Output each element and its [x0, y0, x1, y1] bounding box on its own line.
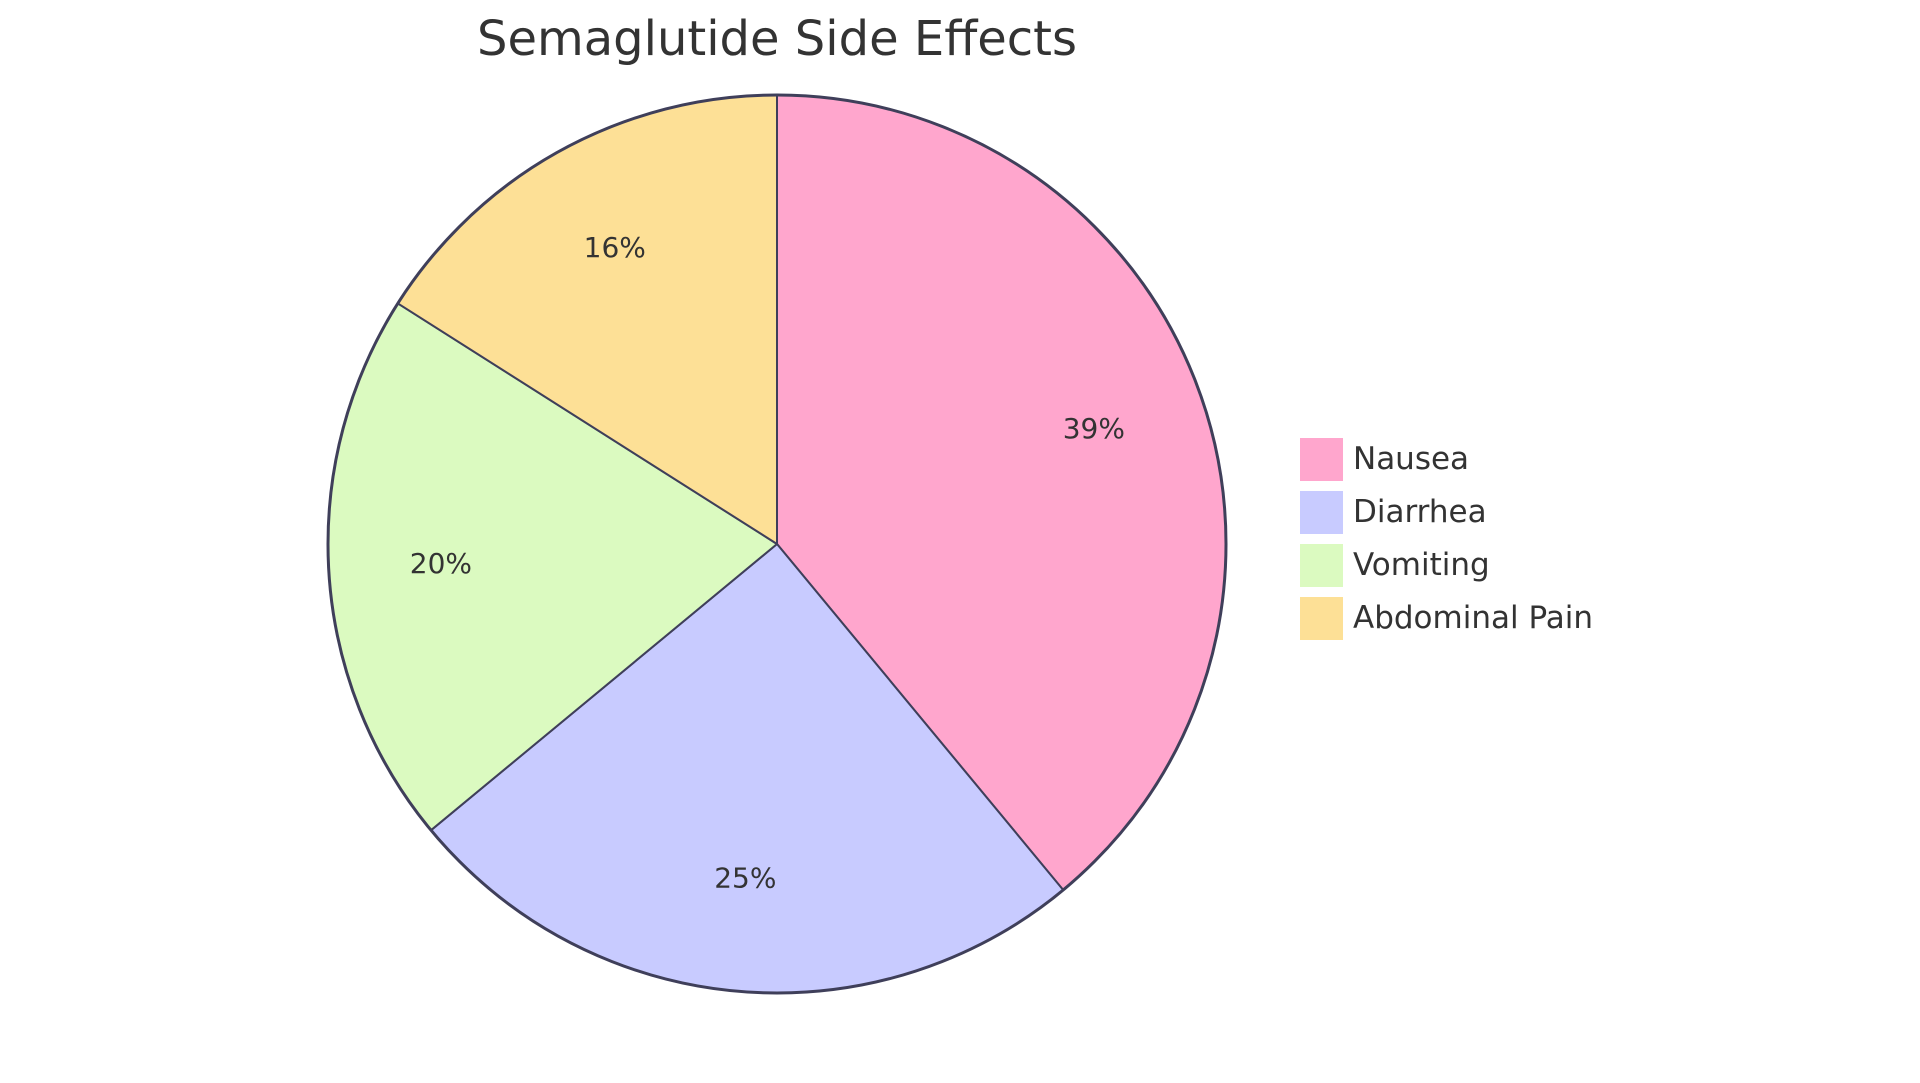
legend-label: Diarrhea: [1353, 494, 1487, 530]
chart-title: Semaglutide Side Effects: [477, 11, 1077, 67]
slice-label: 25%: [714, 861, 776, 894]
legend-swatch: [1298, 436, 1345, 483]
legend-label: Nausea: [1353, 441, 1469, 477]
pie-outline: [326, 93, 1228, 995]
legend-swatch: [1298, 489, 1345, 536]
legend-swatch: [1298, 595, 1345, 642]
legend-swatch: [1298, 542, 1345, 589]
legend-label: Abdominal Pain: [1353, 600, 1593, 636]
legend-label: Vomiting: [1353, 547, 1490, 583]
slice-label: 16%: [584, 231, 646, 264]
slice-label: 39%: [1063, 412, 1125, 445]
slice-label: 20%: [410, 547, 472, 580]
